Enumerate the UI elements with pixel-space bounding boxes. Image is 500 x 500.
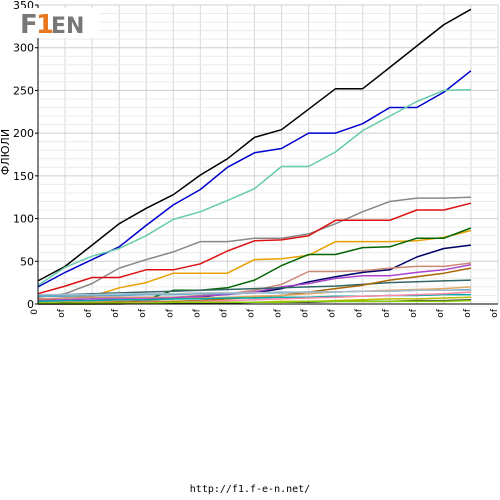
logo-letters-en: EN <box>51 14 84 38</box>
y-tick-label: 150 <box>13 170 34 183</box>
x-tick-label: of <box>192 308 202 318</box>
series-lines <box>37 8 472 305</box>
y-tick-label: 100 <box>13 213 34 226</box>
series-line-13 <box>37 286 471 304</box>
logo-letter-f: F <box>20 10 38 38</box>
x-tick-label: of <box>138 308 148 318</box>
y-tick-label: 0 <box>27 298 34 311</box>
series-line-12 <box>38 267 472 304</box>
x-tick-label: of <box>436 308 446 318</box>
x-tick-label: of <box>463 308 473 318</box>
series-line-9 <box>37 262 471 300</box>
y-tick-label: 250 <box>13 84 34 97</box>
y-axis-label: ФЛЮЛИ <box>0 129 12 175</box>
y-tick-label: 300 <box>13 42 34 55</box>
logo-number-1: 1 <box>36 10 54 38</box>
footer-url[interactable]: http://f1.f-e-n.net/ <box>189 484 311 495</box>
grid-lines <box>37 4 499 305</box>
x-tick-label: of <box>165 308 175 318</box>
series-line-20 <box>38 299 471 304</box>
y-tick-label: 200 <box>13 127 34 140</box>
series-line-1 <box>37 8 472 282</box>
x-tick-label: of <box>409 308 419 318</box>
y-tick-label: 50 <box>20 255 34 268</box>
axes <box>35 4 498 305</box>
x-tick-label: 0 <box>30 309 40 315</box>
x-tick-label: of <box>355 308 365 318</box>
series-line-3 <box>37 88 471 286</box>
series-line-6 <box>37 229 472 301</box>
x-tick-label: of <box>301 308 311 318</box>
series-line-10 <box>37 263 472 302</box>
x-tick-label: of <box>219 308 229 318</box>
x-tick-label: of <box>382 308 392 318</box>
series-line-15 <box>38 289 471 296</box>
x-tick-label: of <box>57 308 67 318</box>
x-tick-label: of <box>328 308 338 318</box>
x-tick-label: of <box>84 308 94 318</box>
x-tick-label: of <box>246 308 256 318</box>
x-tick-label: of <box>111 308 121 318</box>
series-line-4 <box>37 196 471 298</box>
series-line-11 <box>37 279 471 297</box>
f1en-logo: F 1 EN <box>19 8 99 40</box>
series-line-5 <box>37 202 472 295</box>
x-tick-label: of <box>490 308 500 318</box>
x-tick-labels: 0 of of of of of of of of of of of of of of of of of <box>30 308 500 318</box>
x-tick-label: of <box>274 308 284 318</box>
